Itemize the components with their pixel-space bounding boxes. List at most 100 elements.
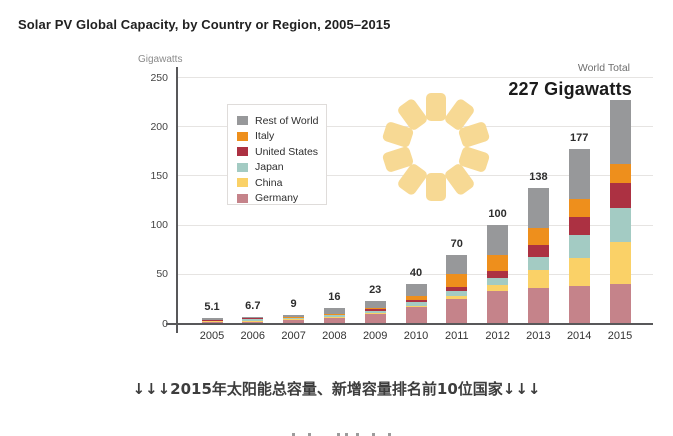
sun-ray [426, 93, 446, 121]
bar-total-label: 100 [488, 208, 507, 221]
legend-item-china: China [237, 175, 326, 191]
bar-segment-rest-of-world-2008 [323, 307, 345, 314]
bar-segment-italy-2009 [364, 308, 386, 310]
x-tick-label: 2012 [485, 330, 510, 342]
x-tick-label: 2006 [240, 330, 266, 342]
x-tick-label: 2013 [526, 330, 551, 342]
bar-segment-rest-of-world-2013 [527, 187, 549, 228]
bar-segment-united-states-2008 [323, 314, 345, 316]
legend-swatch [237, 193, 248, 203]
bar-segment-rest-of-world-2006 [242, 316, 264, 319]
bar-segment-united-states-2007 [283, 316, 305, 318]
y-tick-label: 100 [150, 219, 168, 232]
gridline [178, 77, 653, 78]
clipped-text-fragment [292, 433, 295, 436]
bar-segment-united-states-2013 [527, 245, 549, 257]
x-tick-label: 2010 [403, 330, 429, 342]
y-tick-label: 50 [156, 268, 168, 281]
y-tick-label: 150 [150, 169, 168, 182]
legend-label: Germany [255, 192, 299, 205]
y-tick-label: 200 [150, 120, 168, 133]
y-axis-unit-label: Gigawatts [138, 54, 183, 65]
clipped-text-fragment [388, 433, 391, 436]
legend-label: Italy [255, 130, 275, 143]
bar-total-label: 138 [529, 170, 548, 183]
bar-segment-rest-of-world-2012 [487, 225, 509, 255]
legend-swatch [237, 147, 248, 157]
chart-title: Solar PV Global Capacity, by Country or … [18, 17, 391, 32]
bar-segment-germany-2006 [242, 320, 264, 324]
bar-total-label: 23 [369, 283, 382, 296]
bar-segment-united-states-2015 [609, 182, 631, 208]
bar-segment-japan-2012 [487, 278, 509, 285]
bar-total-label: 16 [328, 290, 341, 303]
x-tick-label: 2014 [566, 330, 592, 342]
bar-segment-rest-of-world-2010 [405, 284, 427, 297]
bar-segment-germany-2012 [487, 291, 509, 324]
legend-swatch [237, 178, 248, 188]
bar-segment-japan-2015 [609, 207, 631, 242]
bar-segment-germany-2011 [446, 299, 468, 324]
bar-segment-germany-2009 [364, 313, 386, 324]
bar-segment-rest-of-world-2009 [364, 300, 386, 309]
legend-item-germany: Germany [237, 191, 326, 207]
bar-segment-germany-2014 [568, 285, 590, 324]
bar-segment-germany-2010 [405, 306, 427, 324]
bar-segment-united-states-2011 [446, 287, 468, 291]
bar-segment-china-2012 [487, 284, 509, 292]
bar-segment-italy-2015 [609, 163, 631, 183]
x-axis-line [166, 322, 653, 325]
bar-segment-germany-2013 [527, 287, 549, 324]
bar-segment-rest-of-world-2007 [283, 314, 305, 317]
legend-item-united-states: United States [237, 144, 326, 160]
clipped-text-fragment [337, 433, 340, 436]
bar-total-label: 5.1 [204, 301, 220, 314]
bar-segment-united-states-2014 [568, 217, 590, 236]
bar-segment-rest-of-world-2005 [201, 318, 223, 320]
bar-segment-italy-2013 [527, 227, 549, 246]
bar-segment-japan-2010 [405, 302, 427, 306]
legend-swatch [237, 116, 248, 126]
clipped-text-fragment [308, 433, 311, 436]
x-tick-label: 2005 [199, 330, 225, 342]
y-tick-label: 0 [128, 318, 168, 330]
bar-segment-united-states-2006 [242, 318, 264, 319]
bar-segment-germany-2008 [323, 317, 345, 324]
legend-label: United States [255, 145, 319, 158]
bar-total-label: 177 [570, 132, 589, 145]
bar-total-label: 9 [290, 297, 297, 310]
bar-segment-italy-2010 [405, 296, 427, 300]
bar-segment-united-states-2009 [364, 309, 386, 311]
bar-segment-italy-2014 [568, 199, 590, 218]
bar-segment-rest-of-world-2015 [609, 100, 631, 164]
bar-segment-italy-2012 [487, 254, 509, 271]
legend-item-rest-of-world: Rest of World [237, 113, 326, 129]
world-total-label: World Total [577, 62, 630, 74]
caption: ↓↓↓2015年太阳能总容量、新增容量排名前10位国家↓↓↓ [132, 380, 541, 398]
bar-total-label: 6.7 [245, 299, 261, 312]
x-tick-label: 2007 [281, 330, 306, 342]
bar-segment-china-2014 [568, 258, 590, 286]
bar-segment-rest-of-world-2014 [568, 149, 590, 200]
bar-segment-italy-2011 [446, 274, 468, 288]
y-axis-line [176, 67, 178, 333]
bar-segment-germany-2015 [609, 284, 631, 324]
world-total-value: 227 Gigawatts [508, 79, 632, 99]
bar-total-label: 40 [409, 267, 423, 280]
bar-segment-japan-2005 [201, 320, 223, 322]
bar-segment-germany-2007 [283, 319, 305, 324]
bar-segment-china-2011 [446, 295, 468, 300]
bar-segment-united-states-2010 [405, 299, 427, 303]
legend-label: Japan [255, 161, 284, 174]
bar-segment-japan-2014 [568, 235, 590, 259]
legend-label: Rest of World [255, 114, 319, 127]
bar-segment-china-2010 [405, 305, 427, 307]
x-tick-label: 2015 [607, 330, 633, 342]
bar-segment-japan-2011 [446, 291, 468, 296]
sun-ray [426, 173, 446, 201]
bar-segment-china-2015 [609, 241, 631, 285]
bar-segment-japan-2009 [364, 310, 386, 314]
gridline [178, 224, 653, 226]
legend-label: China [255, 176, 283, 189]
